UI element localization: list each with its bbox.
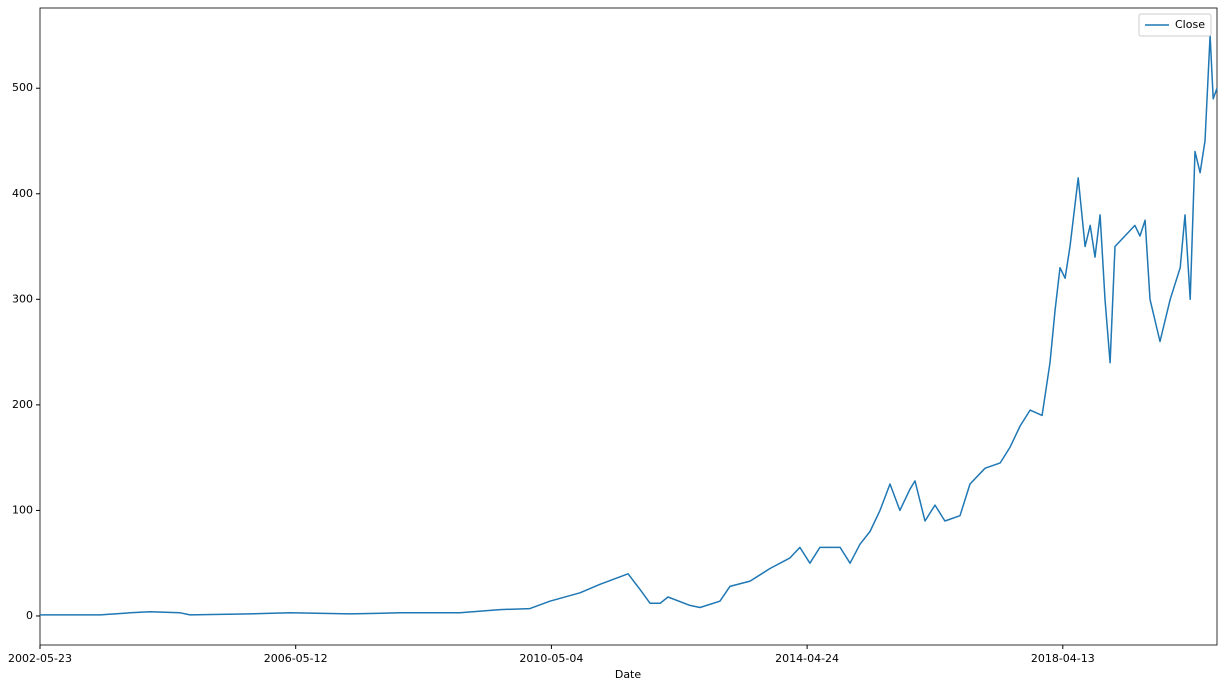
line bbox=[40, 34, 1218, 616]
legend-label: Close bbox=[1175, 18, 1205, 31]
x-tick-label: 2014-04-24 bbox=[775, 652, 839, 665]
y-tick-label: 400 bbox=[12, 187, 33, 200]
x-tick-label: 2006-05-12 bbox=[264, 652, 328, 665]
y-tick-label: 300 bbox=[12, 292, 33, 305]
y-tick-label: 500 bbox=[12, 81, 33, 94]
x-tick-label: 2010-05-04 bbox=[519, 652, 583, 665]
y-tick-label: 200 bbox=[12, 398, 33, 411]
x-tick-label: 2002-05-23 bbox=[8, 652, 72, 665]
x-axis-label: Date bbox=[615, 668, 642, 681]
y-tick-label: 100 bbox=[12, 503, 33, 516]
legend-box bbox=[1138, 13, 1212, 37]
x-tick-label: 2018-04-13 bbox=[1031, 652, 1095, 665]
plot-frame bbox=[39, 7, 1218, 646]
y-tick-label: 0 bbox=[26, 609, 33, 622]
